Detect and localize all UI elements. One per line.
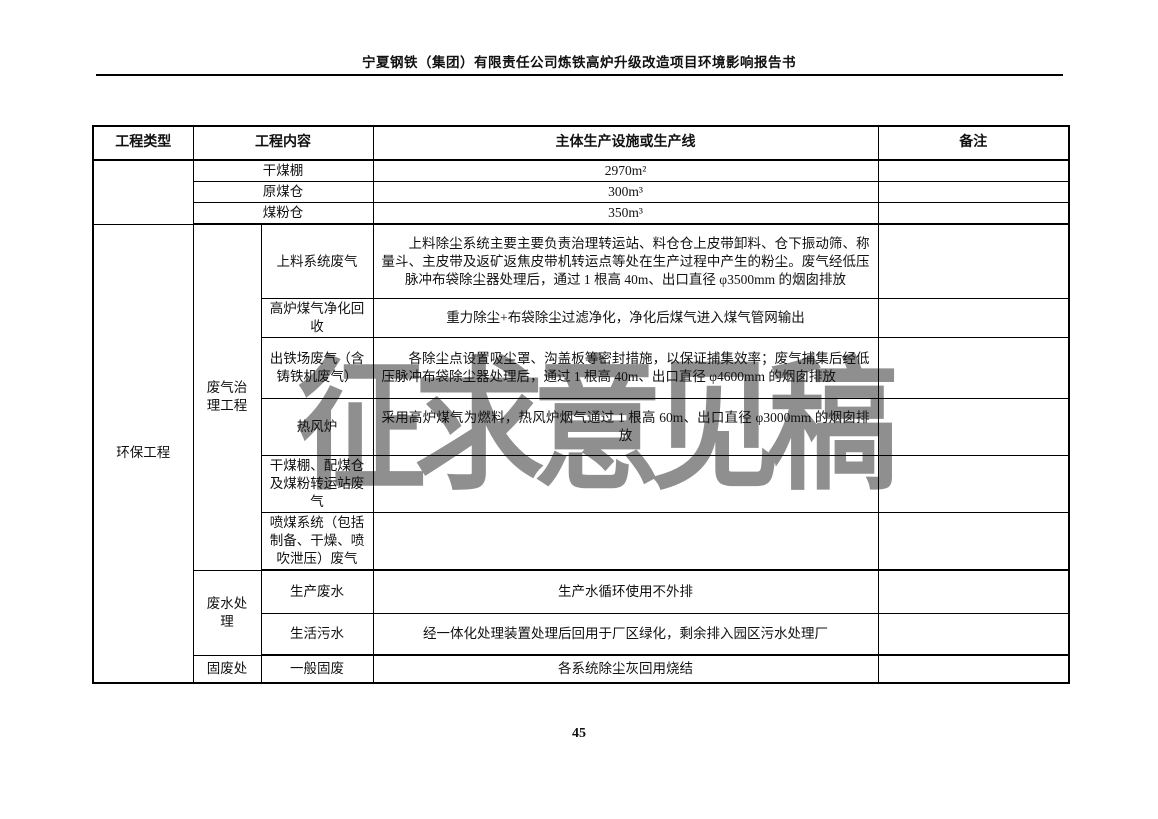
item-label: 一般固废 bbox=[260, 654, 374, 684]
item-label: 生活污水 bbox=[260, 613, 374, 656]
item-label: 上料系统废气 bbox=[260, 223, 374, 299]
remark-cell bbox=[877, 569, 1070, 614]
item-label: 高炉煤气净化回收 bbox=[260, 298, 374, 338]
col-header-facility: 主体生产设施或生产线 bbox=[372, 125, 879, 161]
table-row: 废水处理 生产废水 生产水循环使用不外排 bbox=[93, 569, 1070, 656]
group-label-waste-water: 废水处理 bbox=[192, 569, 262, 656]
project-type-cell-empty bbox=[92, 159, 194, 225]
table-row: 环保工程 废气治理工程 上料系统废气 上料除尘系统主要主要负责治理转运站、料仓仓… bbox=[92, 223, 1070, 684]
table-row: 干煤棚、配煤仓及煤粉转运站废气 bbox=[93, 455, 1070, 513]
item-label: 生产废水 bbox=[260, 569, 374, 614]
item-label: 干煤棚、配煤仓及煤粉转运站废气 bbox=[260, 455, 374, 513]
remark-cell bbox=[877, 202, 1070, 225]
facility-cell: 采用高炉煤气为燃料，热风炉烟气通过 1 根高 60m、出口直径 φ3000mm … bbox=[372, 398, 879, 456]
facility-cell: 重力除尘+布袋除尘过滤净化，净化后煤气进入煤气管网输出 bbox=[372, 298, 879, 338]
item-label: 喷煤系统（包括制备、干燥、喷吹泄压）废气 bbox=[260, 512, 374, 571]
item-label: 出铁场废气（含铸铁机废气） bbox=[260, 337, 374, 399]
facility-cell: 350m³ bbox=[372, 202, 879, 225]
project-components-table: 工程类型 工程内容 主体生产设施或生产线 备注 干煤棚 2970m² 原煤仓 3… bbox=[92, 125, 1070, 684]
facility-cell: 生产水循环使用不外排 bbox=[372, 569, 879, 614]
remark-cell bbox=[877, 337, 1070, 399]
col-header-project-content: 工程内容 bbox=[192, 125, 374, 161]
col-header-project-type: 工程类型 bbox=[92, 125, 194, 161]
remark-cell bbox=[877, 613, 1070, 656]
remark-cell bbox=[877, 654, 1070, 684]
group-label-solid-waste: 固废处 bbox=[192, 654, 262, 684]
facility-cell: 各除尘点设置吸尘罩、沟盖板等密封措施，以保证捕集效率；废气捕集后经低压脉冲布袋除… bbox=[372, 337, 879, 399]
item-label: 热风炉 bbox=[260, 398, 374, 456]
remark-cell bbox=[877, 223, 1070, 299]
facility-cell: 上料除尘系统主要主要负责治理转运站、料仓仓上皮带卸料、仓下振动筛、称量斗、主皮带… bbox=[372, 223, 879, 299]
remark-cell bbox=[877, 398, 1070, 456]
table-row: 生活污水 经一体化处理装置处理后回用于厂区绿化，剩余排入园区污水处理厂 bbox=[93, 613, 1070, 656]
group-label-waste-gas: 废气治理工程 bbox=[192, 223, 262, 571]
facility-cell bbox=[372, 512, 879, 571]
table-row: 热风炉 采用高炉煤气为燃料，热风炉烟气通过 1 根高 60m、出口直径 φ300… bbox=[93, 398, 1070, 456]
facility-cell: 300m³ bbox=[372, 181, 879, 203]
table-row: 高炉煤气净化回收 重力除尘+布袋除尘过滤净化，净化后煤气进入煤气管网输出 bbox=[93, 298, 1070, 338]
col-header-remark: 备注 bbox=[877, 125, 1070, 161]
facility-cell bbox=[372, 455, 879, 513]
facility-cell: 各系统除尘灰回用烧结 bbox=[372, 654, 879, 684]
table-row: 煤粉仓 350m³ bbox=[93, 202, 1070, 225]
table-row: 原煤仓 300m³ bbox=[93, 181, 1070, 203]
item-label: 干煤棚 bbox=[192, 159, 374, 182]
item-label: 煤粉仓 bbox=[192, 202, 374, 225]
table-row: 出铁场废气（含铸铁机废气） 各除尘点设置吸尘罩、沟盖板等密封措施，以保证捕集效率… bbox=[93, 337, 1070, 399]
item-label: 原煤仓 bbox=[192, 181, 374, 203]
remark-cell bbox=[877, 512, 1070, 571]
facility-cell: 经一体化处理装置处理后回用于厂区绿化，剩余排入园区污水处理厂 bbox=[372, 613, 879, 656]
facility-cell: 2970m² bbox=[372, 159, 879, 182]
remark-cell bbox=[877, 298, 1070, 338]
running-header-title: 宁夏钢铁（集团）有限责任公司炼铁高炉升级改造项目环境影响报告书 bbox=[362, 55, 796, 70]
table-header-row: 工程类型 工程内容 主体生产设施或生产线 备注 bbox=[92, 125, 1070, 161]
table-row: 喷煤系统（包括制备、干燥、喷吹泄压）废气 bbox=[93, 512, 1070, 571]
table-row: 固废处 一般固废 各系统除尘灰回用烧结 bbox=[93, 654, 1070, 684]
page-number: 45 bbox=[572, 726, 586, 741]
header-rule bbox=[96, 74, 1063, 76]
project-type-cell-env: 环保工程 bbox=[92, 223, 194, 684]
remark-cell bbox=[877, 455, 1070, 513]
remark-cell bbox=[877, 181, 1070, 203]
remark-cell bbox=[877, 159, 1070, 182]
table-row: 干煤棚 2970m² bbox=[92, 159, 1070, 225]
